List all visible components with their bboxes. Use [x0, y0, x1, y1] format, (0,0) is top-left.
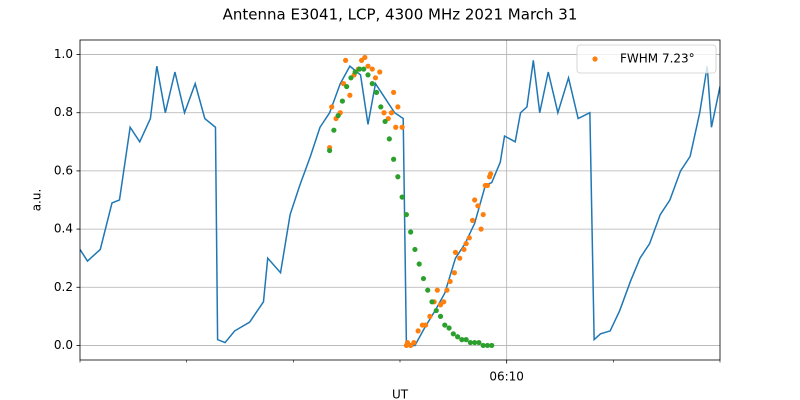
data-point — [395, 104, 401, 110]
data-point — [446, 325, 452, 331]
data-point — [388, 110, 395, 116]
data-point — [348, 75, 354, 81]
data-point — [329, 104, 335, 110]
data-point — [459, 337, 465, 343]
data-point — [463, 241, 469, 247]
data-point — [434, 287, 440, 293]
data-point — [467, 339, 473, 346]
data-point — [478, 226, 484, 232]
data-point — [339, 98, 345, 104]
data-point — [480, 342, 486, 349]
data-point — [484, 342, 491, 349]
data-point — [476, 339, 482, 346]
data-point — [484, 182, 491, 189]
data-point — [343, 57, 349, 63]
legend-box — [576, 44, 717, 74]
data-point — [451, 270, 457, 276]
data-point — [425, 287, 431, 293]
legend-label: FWHM 7.23° — [620, 52, 695, 66]
data-point — [455, 334, 461, 340]
y-axis-label: a.u. — [30, 189, 44, 212]
data-point — [331, 127, 337, 133]
data-point — [382, 118, 388, 125]
data-point — [393, 124, 399, 130]
data-point — [463, 337, 469, 343]
data-point — [466, 235, 472, 241]
data-point — [489, 342, 495, 349]
data-point — [352, 69, 358, 75]
data-point — [344, 83, 350, 90]
data-point — [461, 246, 467, 253]
data-point — [480, 211, 486, 218]
plot-frame — [79, 39, 721, 361]
data-point — [347, 92, 353, 98]
data-point — [408, 229, 414, 235]
data-point — [411, 339, 417, 346]
data-point — [447, 278, 453, 285]
data-point — [488, 171, 494, 177]
data-point — [399, 124, 405, 130]
data-point — [391, 156, 397, 162]
data-point — [391, 89, 397, 95]
data-point — [378, 104, 384, 110]
data-point — [433, 307, 439, 314]
data-point — [362, 54, 368, 61]
x-axis-label: UT — [392, 388, 409, 400]
data-point — [327, 147, 333, 154]
data-point — [423, 322, 429, 328]
data-point — [412, 246, 418, 253]
data-point — [356, 66, 363, 72]
data-point — [457, 255, 463, 261]
data-point — [372, 75, 379, 81]
y-tick-label: 0.6 — [54, 163, 73, 177]
data-point — [437, 313, 444, 319]
data-point — [365, 63, 371, 69]
data-point — [469, 217, 476, 223]
x-tick-label: 06:10 — [489, 370, 524, 384]
legend-marker — [592, 56, 598, 62]
data-point — [450, 331, 456, 337]
data-point — [444, 287, 450, 293]
y-tick-label: 0.2 — [54, 280, 73, 294]
data-point — [472, 197, 478, 203]
data-point — [377, 69, 383, 75]
y-tick-label: 0.0 — [54, 338, 73, 352]
data-point — [441, 299, 447, 305]
data-point — [369, 81, 375, 87]
data-point — [427, 313, 433, 319]
data-point — [429, 299, 435, 305]
data-point — [420, 275, 427, 282]
y-tick-label: 1.0 — [54, 47, 73, 61]
data-point — [386, 136, 392, 142]
data-point — [416, 261, 422, 267]
data-point — [403, 211, 409, 218]
data-point — [335, 113, 341, 119]
data-point — [452, 249, 459, 255]
data-point — [381, 110, 387, 116]
data-point — [369, 66, 375, 72]
data-point — [442, 322, 448, 328]
data-point — [475, 203, 481, 209]
data-point — [415, 328, 421, 334]
data-point — [373, 89, 380, 95]
chart-title: Antenna E3041, LCP, 4300 MHz 2021 March … — [223, 6, 578, 24]
y-tick-label: 0.4 — [54, 222, 73, 236]
data-point — [399, 194, 405, 200]
y-tick-label: 0.8 — [54, 105, 73, 119]
data-point — [472, 339, 478, 346]
data-point — [365, 72, 371, 78]
data-point — [361, 66, 367, 72]
data-point — [395, 174, 401, 180]
